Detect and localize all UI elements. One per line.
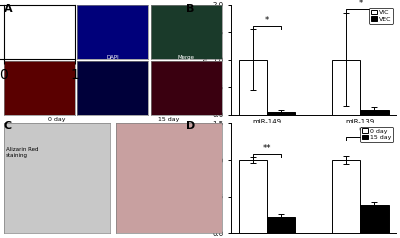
Title: DAPI: DAPI	[106, 55, 119, 60]
Text: **: **	[262, 144, 271, 154]
Y-axis label: Relative mRNA level: Relative mRNA level	[204, 143, 210, 214]
Text: B: B	[186, 4, 194, 14]
Bar	[360, 205, 388, 233]
Bar	[239, 160, 267, 233]
Text: *: *	[358, 127, 362, 136]
Y-axis label: VICs: VICs	[0, 25, 1, 39]
Text: Alizarin Red
staining: Alizarin Red staining	[6, 147, 38, 158]
Text: *: *	[358, 0, 362, 8]
Title: Merge: Merge	[178, 55, 195, 60]
Bar	[332, 60, 360, 115]
Title: 15 day: 15 day	[158, 117, 180, 122]
Bar	[267, 217, 295, 233]
Bar	[360, 110, 388, 115]
Y-axis label: Relative mRNA level: Relative mRNA level	[204, 24, 210, 95]
Text: D: D	[186, 121, 195, 131]
Text: *: *	[265, 16, 269, 25]
Title: DAPI: DAPI	[106, 0, 119, 4]
Legend: VIC, VEC: VIC, VEC	[369, 8, 393, 24]
Bar	[239, 60, 267, 115]
Legend: 0 day, 15 day: 0 day, 15 day	[360, 127, 393, 142]
Bar	[332, 160, 360, 233]
Title: CD31: CD31	[32, 55, 47, 60]
Title: 0 day: 0 day	[48, 117, 66, 122]
Title: Merge: Merge	[178, 0, 195, 4]
Bar	[267, 112, 295, 115]
Text: A: A	[4, 4, 13, 14]
Y-axis label: VECs: VECs	[0, 80, 1, 96]
Title: Periostin: Periostin	[28, 0, 51, 4]
Text: C: C	[4, 121, 12, 131]
